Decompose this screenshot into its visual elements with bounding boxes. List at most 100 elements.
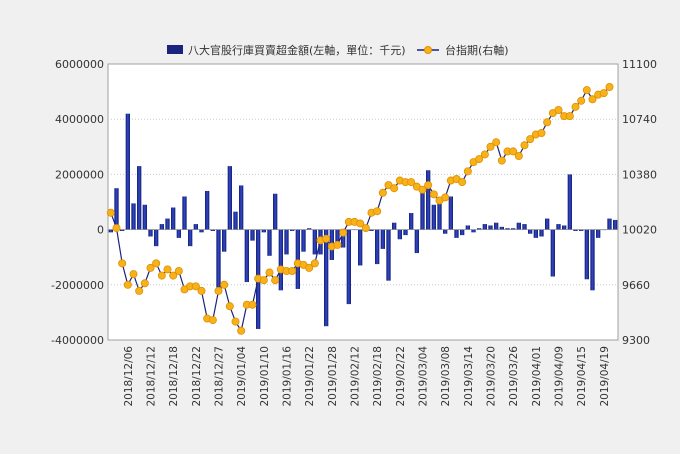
x-tick-label: 2019/02/18: [372, 346, 384, 407]
bar: [482, 224, 487, 230]
x-tick-label: 2018/12/06: [123, 346, 135, 407]
bar: [301, 229, 306, 252]
bar-series: [108, 113, 618, 329]
line-point: [339, 228, 348, 237]
bar: [516, 222, 521, 230]
line-point: [271, 276, 280, 285]
line-point: [123, 280, 132, 289]
x-tick-label: 2019/02/12: [350, 346, 362, 407]
line-point: [509, 147, 518, 156]
x-tick-label: 2019/01/22: [304, 346, 316, 407]
line-point: [390, 184, 399, 193]
x-tick-label: 2019/04/09: [554, 346, 566, 407]
line-point: [174, 266, 183, 275]
bar: [539, 229, 544, 237]
bar: [148, 229, 153, 237]
line-point: [424, 181, 433, 190]
bar: [375, 229, 380, 265]
y-right-tick-label: 10380: [622, 168, 657, 181]
bar: [250, 229, 255, 241]
bar: [125, 113, 130, 230]
bar: [205, 190, 210, 230]
bar: [562, 225, 567, 230]
bar: [199, 229, 204, 233]
line-point: [237, 326, 246, 335]
bar: [533, 229, 538, 238]
bar: [176, 229, 181, 238]
bar: [244, 229, 249, 283]
line-point: [514, 151, 523, 160]
bar: [590, 229, 595, 291]
bar: [324, 229, 329, 327]
legend-line-label: 台指期(右軸): [445, 43, 509, 57]
line-point: [441, 193, 450, 202]
bar: [346, 229, 351, 305]
x-tick-label: 2019/04/15: [576, 346, 588, 407]
bar: [596, 229, 601, 238]
bar: [108, 229, 113, 233]
bar: [397, 229, 402, 240]
bar: [210, 229, 215, 231]
bar: [613, 219, 618, 230]
bar: [131, 203, 136, 230]
bar: [386, 229, 391, 281]
line-point: [135, 286, 144, 295]
y-left-tick-label: -2000000: [51, 279, 104, 292]
bar: [477, 228, 482, 230]
bar: [471, 229, 476, 233]
bar: [465, 225, 470, 230]
y-left-tick-label: -4000000: [51, 334, 104, 347]
line-point: [486, 142, 495, 151]
line-point: [169, 271, 178, 280]
line-point: [214, 286, 223, 295]
line-point: [475, 155, 484, 164]
line-point: [118, 259, 127, 268]
y-right-tick-label: 9660: [622, 279, 650, 292]
bar: [171, 207, 176, 230]
bar: [448, 196, 453, 230]
x-tick-label: 2019/04/01: [531, 346, 543, 407]
bar: [420, 190, 425, 230]
y-right-tick-label: 10740: [622, 113, 657, 126]
bar: [545, 218, 550, 230]
bar: [522, 224, 527, 230]
line-point: [480, 150, 489, 159]
bar: [550, 229, 555, 277]
bar: [488, 225, 493, 230]
bar: [511, 228, 516, 230]
x-tick-label: 2019/03/26: [508, 346, 520, 407]
line-point: [265, 268, 274, 277]
line-point: [231, 317, 240, 326]
bar: [137, 166, 142, 230]
bar: [431, 204, 436, 230]
x-tick-label: 2018/12/12: [146, 346, 158, 407]
line-point: [288, 266, 297, 275]
line-point: [565, 112, 574, 121]
y-right-tick-label: 11100: [622, 58, 657, 71]
bar: [454, 229, 459, 238]
bar: [414, 229, 419, 254]
bar: [437, 202, 442, 230]
bar: [341, 229, 346, 248]
x-tick-label: 2019/02/22: [395, 346, 407, 407]
bar: [154, 229, 159, 247]
line-point: [373, 207, 382, 216]
line-point: [520, 141, 529, 150]
bar: [261, 229, 266, 233]
y-left-tick-label: 0: [97, 224, 104, 237]
legend-bar-swatch: [167, 45, 183, 54]
line-point: [492, 138, 501, 147]
bar: [460, 229, 465, 236]
bar: [227, 166, 232, 230]
x-tick-label: 2019/03/14: [463, 346, 475, 407]
left-axis: -4000000 -2000000 0 2000000 4000000 6000000: [51, 58, 104, 347]
bar: [403, 229, 408, 236]
bar: [273, 193, 278, 230]
line-point: [463, 167, 472, 176]
bar: [239, 185, 244, 230]
bar: [426, 170, 431, 230]
y-left-tick-label: 6000000: [55, 58, 104, 71]
bar: [499, 226, 504, 230]
